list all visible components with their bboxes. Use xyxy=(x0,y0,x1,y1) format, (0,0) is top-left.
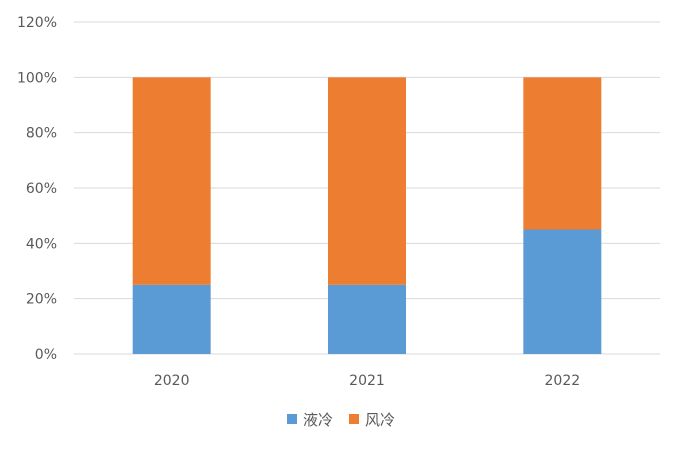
bar-2022-风冷 xyxy=(523,77,602,230)
legend-swatch xyxy=(287,414,297,424)
y-tick-label: 60% xyxy=(26,181,57,197)
x-tick-label: 2020 xyxy=(154,373,190,389)
bar-2021-液冷 xyxy=(328,284,406,354)
legend-label: 风冷 xyxy=(365,411,395,429)
y-tick-label: 20% xyxy=(26,292,57,308)
x-tick-label: 2022 xyxy=(545,373,581,389)
legend: 液冷 风冷 xyxy=(287,411,395,429)
y-tick-label: 100% xyxy=(17,70,57,86)
y-axis-tick-labels: 0% 20% 40% 60% 80% 100% 120% xyxy=(17,15,57,363)
bar-2020-液冷 xyxy=(132,284,211,354)
x-tick-label: 2021 xyxy=(349,373,385,389)
y-tick-label: 0% xyxy=(35,347,57,363)
legend-item: 液冷 xyxy=(287,411,333,429)
legend-swatch xyxy=(349,414,359,424)
y-tick-label: 80% xyxy=(26,126,57,142)
legend-label: 液冷 xyxy=(303,411,333,429)
bar-2021-风冷 xyxy=(328,77,406,285)
y-tick-label: 120% xyxy=(17,15,57,31)
bar-2020-风冷 xyxy=(132,77,211,285)
legend-item: 风冷 xyxy=(349,411,395,429)
y-tick-label: 40% xyxy=(26,236,57,252)
bars xyxy=(132,77,602,354)
x-axis-tick-labels: 2020 2021 2022 xyxy=(154,373,580,389)
bar-2022-液冷 xyxy=(523,229,602,354)
